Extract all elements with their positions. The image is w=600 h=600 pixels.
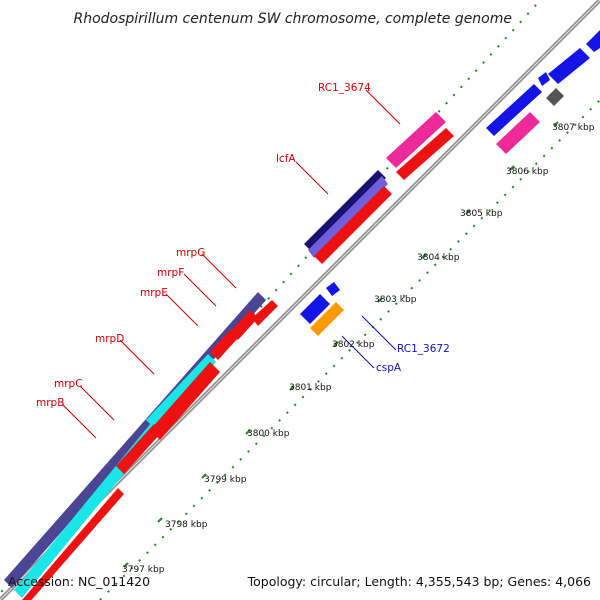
gene-label-mrpB: mrpB [36,397,64,409]
tick-label-3804: 3804 kbp [417,253,460,263]
tick-label-3797: 3797 kbp [122,565,165,575]
tick-label-3807: 3807 kbp [552,123,595,133]
genome-summary-label: Topology: circular; Length: 4,355,543 bp… [247,574,591,589]
tick-label-3802: 3802 kbp [332,340,375,350]
map-title: Rhodospirillum centenum SW chromosome, c… [73,11,512,27]
gene-label-mrpE: mrpE [140,287,168,299]
gene-label-mrpG: mrpG [176,247,205,259]
gene-label-mrpD: mrpD [95,333,124,345]
forward-strand-genes [4,112,454,600]
leader-lines [61,89,401,439]
gene-label-mrpC: mrpC [54,378,83,390]
accession-label: Accession: NC_011420 [8,574,150,589]
tick-label-3800: 3800 kbp [247,429,290,439]
gene-label-lcfA: lcfA [276,153,296,165]
gene-label-mrpF: mrpF [157,267,184,279]
tick-label-3803: 3803 kbp [374,295,417,305]
tick-label-3798: 3798 kbp [165,520,208,530]
tick-label-3801: 3801 kbp [289,383,332,393]
gene-labels: mrpB mrpC mrpD mrpE mrpF mrpG lcfA RC1_3… [36,82,450,409]
tick-marks [123,121,559,568]
reverse-strand-genes [300,30,600,336]
tick-labels: 3797 kbp 3798 kbp 3799 kbp 3800 kbp 3801… [122,123,595,575]
gene-label-RC1_3672: RC1_3672 [397,343,450,355]
tick-label-3806: 3806 kbp [506,167,549,177]
gene-label-RC1_3674: RC1_3674 [318,82,371,94]
tick-label-3805: 3805 kbp [460,209,503,219]
tick-label-3799: 3799 kbp [204,475,247,485]
gene-label-cspA: cspA [376,362,402,374]
